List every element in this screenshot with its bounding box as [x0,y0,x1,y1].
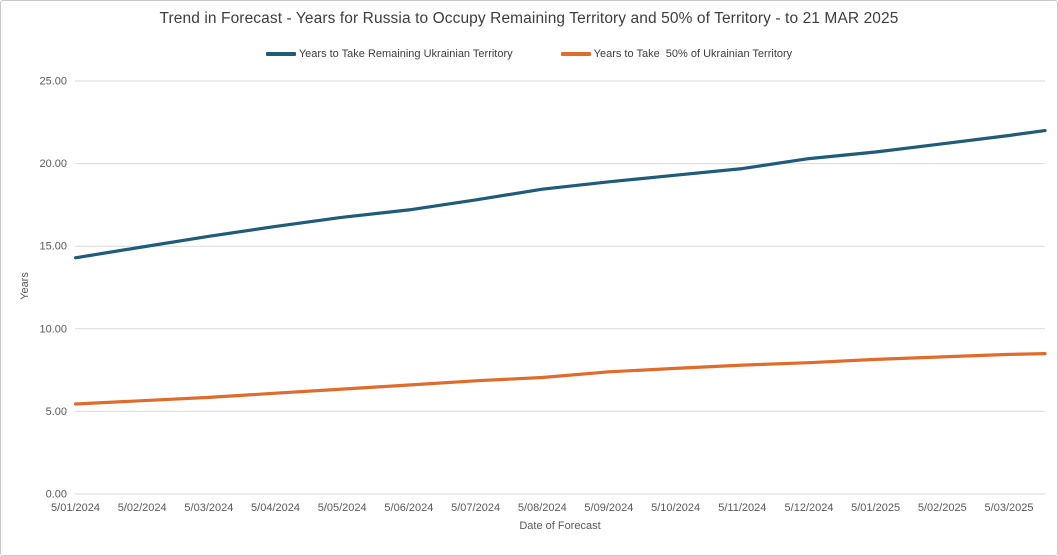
series-line-0 [73,129,1047,260]
x-tick-label: 5/03/2025 [985,502,1034,514]
series-line-1 [73,352,1047,406]
y-tick-label: 5.00 [46,406,67,418]
y-tick-label: 20.00 [39,158,67,170]
x-axis-title: Date of Forecast [519,520,601,532]
x-tick-label: 5/12/2024 [785,502,834,514]
y-tick-label: 25.00 [39,76,67,88]
x-tick-label: 5/04/2024 [251,502,300,514]
fifty-percent-line-swatch-icon [560,52,591,56]
x-tick-label: 5/11/2024 [718,502,766,514]
legend-label-50pct-territory: Years to Take 50% of Ukrainian Territory [593,48,793,60]
x-tick-label: 5/02/2024 [118,502,167,514]
chart-title: Trend in Forecast - Years for Russia to … [159,10,899,27]
x-tick-label: 5/02/2025 [918,502,967,514]
legend-item-50pct-territory[interactable]: Years to Take 50% of Ukrainian Territory [560,48,793,60]
legend-item-remaining-territory[interactable]: Years to Take Remaining Ukrainian Territ… [265,48,513,60]
x-tick-label: 5/01/2025 [851,502,900,514]
x-tick-label: 5/03/2024 [184,502,233,514]
y-tick-label: 15.00 [39,241,67,253]
x-tick-label: 5/01/2024 [51,502,100,514]
x-tick-label: 5/05/2024 [318,502,367,514]
x-tick-label: 5/08/2024 [518,502,567,514]
x-tick-label: 5/10/2024 [651,502,700,514]
y-tick-label: 0.00 [46,489,67,501]
legend-label-remaining-territory: Years to Take Remaining Ukrainian Territ… [298,48,513,60]
remaining-territory-line-swatch-icon [265,52,296,56]
legend: Years to Take Remaining Ukrainian Territ… [1,48,1057,60]
y-axis-title: Years [19,272,31,300]
x-tick-label: 5/09/2024 [584,502,633,514]
y-tick-label: 10.00 [39,323,67,335]
x-tick-label: 5/07/2024 [451,502,500,514]
x-tick-label: 5/06/2024 [384,502,433,514]
